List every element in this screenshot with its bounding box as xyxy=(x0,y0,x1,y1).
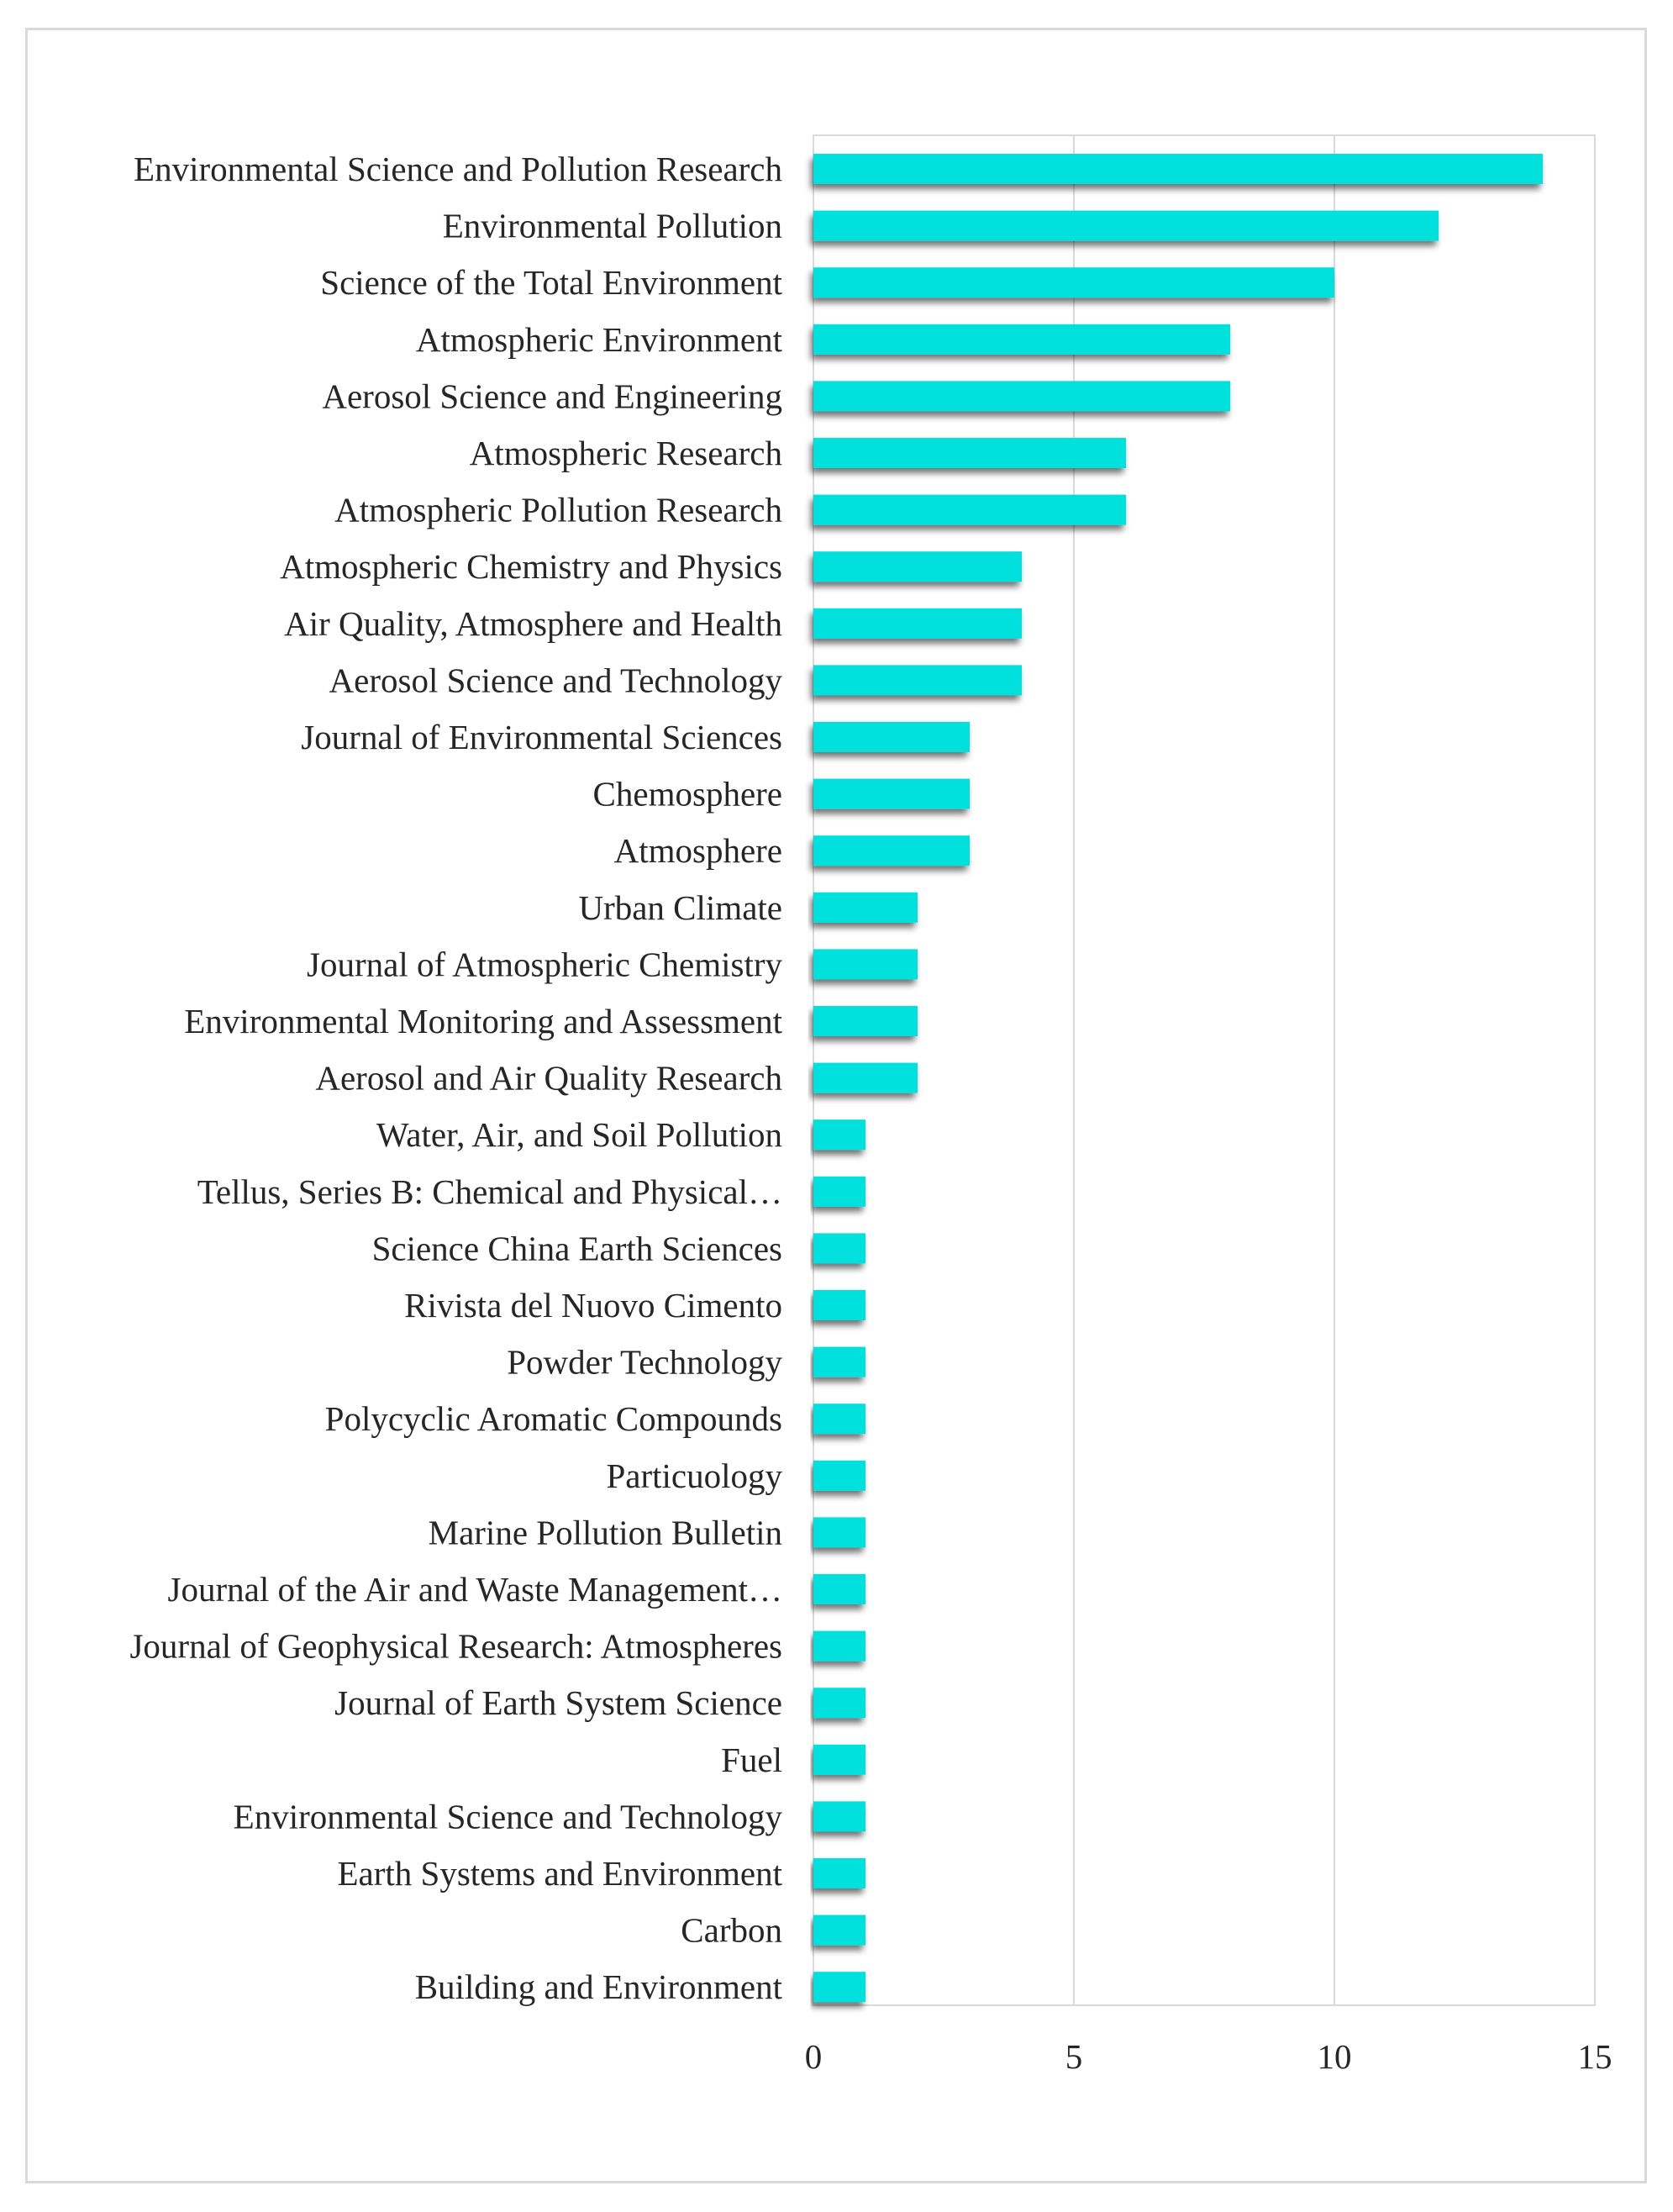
category-label: Environmental Science and Pollution Rese… xyxy=(134,150,782,188)
bar xyxy=(813,210,1439,241)
category-label: Journal of Environmental Sciences xyxy=(301,718,782,756)
category-label: Chemosphere xyxy=(593,775,782,814)
bar xyxy=(813,1062,918,1093)
category-label: Journal of Atmospheric Chemistry xyxy=(307,945,782,983)
category-label: Marine Pollution Bulletin xyxy=(429,1513,782,1551)
category-label: Building and Environment xyxy=(415,1967,783,2006)
bar xyxy=(813,835,970,866)
x-tick-label: 0 xyxy=(805,2037,823,2076)
bar xyxy=(813,1801,865,1832)
category-label: Aerosol Science and Engineering xyxy=(322,377,782,415)
bar xyxy=(813,1404,865,1435)
bar xyxy=(813,778,970,809)
category-label: Journal of the Air and Waste Management… xyxy=(168,1570,782,1609)
plot-area-border xyxy=(813,134,1596,2006)
bar xyxy=(813,1630,865,1662)
category-label: Atmospheric Research xyxy=(470,434,782,472)
category-label: Air Quality, Atmosphere and Health xyxy=(284,604,782,643)
x-axis-ticks: 0 5 10 15 xyxy=(805,2037,1612,2076)
bar xyxy=(813,1460,865,1491)
category-label: Carbon xyxy=(681,1911,782,1950)
bar xyxy=(813,267,1334,298)
bar xyxy=(813,154,1543,184)
bar xyxy=(813,438,1126,468)
bar xyxy=(813,1744,865,1775)
category-label: Fuel xyxy=(721,1741,782,1779)
category-label: Environmental Pollution xyxy=(443,207,782,245)
bar xyxy=(813,1688,865,1719)
category-label: Rivista del Nuovo Cimento xyxy=(404,1286,782,1325)
bars xyxy=(813,154,1543,2003)
category-labels: Environmental Science and Pollution Rese… xyxy=(129,150,782,2006)
category-label: Earth Systems and Environment xyxy=(338,1854,783,1893)
bar xyxy=(813,1574,865,1604)
chart-frame: Environmental Science and Pollution Rese… xyxy=(25,28,1647,2183)
bar xyxy=(813,1006,918,1036)
category-label: Journal of Geophysical Research: Atmosph… xyxy=(129,1627,782,1666)
category-label: Urban Climate xyxy=(578,888,782,927)
category-label: Science of the Total Environment xyxy=(320,263,782,302)
gridlines xyxy=(813,134,1596,2006)
category-label: Atmospheric Chemistry and Physics xyxy=(280,547,782,586)
bar xyxy=(813,324,1230,355)
category-label: Atmospheric Environment xyxy=(416,320,783,359)
category-label: Particuology xyxy=(606,1456,782,1495)
bar xyxy=(813,1290,865,1320)
category-label: Aerosol Science and Technology xyxy=(329,661,783,699)
bar xyxy=(813,1176,865,1207)
category-label: Atmosphere xyxy=(614,831,782,870)
bar xyxy=(813,1233,865,1264)
bar xyxy=(813,494,1126,525)
category-label: Science China Earth Sciences xyxy=(372,1229,782,1267)
bar xyxy=(813,892,918,923)
x-tick-label: 10 xyxy=(1318,2037,1352,2076)
category-label: Journal of Earth System Science xyxy=(334,1683,782,1722)
category-label: Tellus, Series B: Chemical and Physical… xyxy=(197,1172,782,1211)
category-label: Environmental Science and Technology xyxy=(234,1797,783,1835)
x-tick-label: 5 xyxy=(1065,2037,1083,2076)
category-label: Environmental Monitoring and Assessment xyxy=(184,1002,782,1040)
category-label: Atmospheric Pollution Research xyxy=(334,491,782,529)
category-label: Polycyclic Aromatic Compounds xyxy=(325,1399,782,1438)
category-label: Aerosol and Air Quality Research xyxy=(315,1059,782,1098)
bar xyxy=(813,551,1022,582)
bar xyxy=(813,949,918,980)
bar xyxy=(813,722,970,752)
bar xyxy=(813,1858,865,1888)
bar xyxy=(813,608,1022,639)
bar-chart: Environmental Science and Pollution Rese… xyxy=(129,134,1612,2076)
bar xyxy=(813,665,1022,696)
bar xyxy=(813,1346,865,1377)
bar xyxy=(813,381,1230,412)
bar xyxy=(813,1517,865,1548)
bar xyxy=(813,1914,865,1946)
category-label: Powder Technology xyxy=(507,1343,782,1382)
category-label: Water, Air, and Soil Pollution xyxy=(376,1115,782,1154)
bar xyxy=(813,1972,865,2003)
x-tick-label: 15 xyxy=(1578,2037,1612,2076)
bar xyxy=(813,1119,865,1151)
